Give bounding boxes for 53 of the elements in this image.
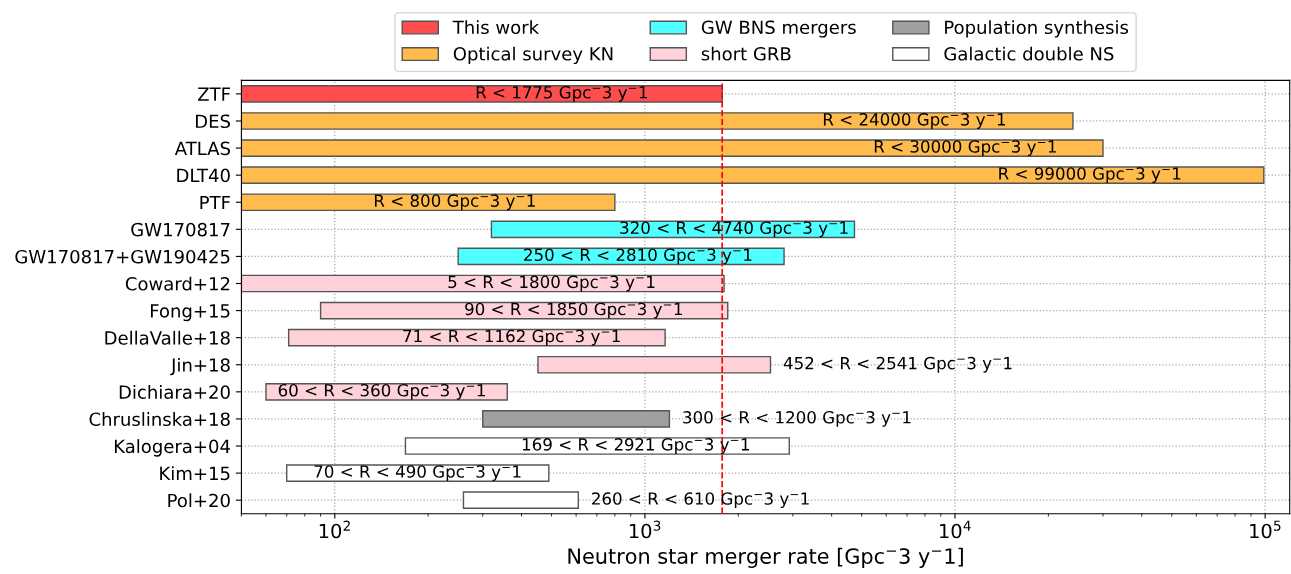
- bar: [462, 491, 580, 510]
- annotation: 300 < R < 1200 Gpc$^{−}$3 y$^{−}$1: [683, 411, 911, 427]
- y-tick-label: GW170817: [131, 222, 230, 237]
- bar: [241, 85, 723, 103]
- y-tick-label: Kalogera+04: [114, 439, 230, 457]
- x-tick-label: 10$^{2}$: [319, 520, 350, 539]
- annotation: 71 < R < 1162 Gpc$^{−}$3 y$^{−}$1: [403, 329, 620, 346]
- annotation: 320 < R < 4740 Gpc$^{−}$3 y$^{−}$1: [620, 221, 848, 238]
- annotation: R < 30000 Gpc$^{−}$3 y$^{−}$1: [874, 140, 1056, 156]
- annotation: 60 < R < 360 Gpc$^{−}$3 y$^{−}$1: [278, 383, 485, 400]
- legend-label: short GRB: [701, 46, 791, 61]
- x-tick-label: 10$^{5}$: [1250, 520, 1281, 539]
- y-tick-label: Coward+12: [125, 276, 230, 291]
- legend-label: Optical survey KN: [453, 46, 613, 65]
- annotation: 452 < R < 2541 Gpc$^{−}$3 y$^{−}$1: [783, 356, 1012, 373]
- x-tick-label: 10$^{4}$: [940, 520, 971, 539]
- annotation: 250 < R < 2810 Gpc$^{−}$3 y$^{−}$1: [524, 248, 752, 265]
- y-tick-label: Pol+20: [168, 493, 230, 508]
- annotation: R < 99000 Gpc$^{−}$3 y$^{−}$1: [999, 167, 1181, 184]
- y-tick-label: PTF: [200, 195, 230, 210]
- y-tick-label: Dichiara+20: [119, 384, 230, 399]
- annotation: 260 < R < 610 Gpc$^{−}$3 y$^{−}$1: [592, 492, 809, 509]
- y-tick-label: Kim+15: [160, 466, 230, 481]
- annotation: 70 < R < 490 Gpc$^{−}$3 y$^{−}$1: [314, 465, 521, 481]
- bar: [241, 139, 1104, 157]
- bar: [404, 437, 790, 455]
- annotation: R < 24000 Gpc$^{−}$3 y$^{−}$1: [823, 113, 1006, 129]
- bar: [537, 355, 772, 374]
- annotation: 5 < R < 1800 Gpc$^{−}$3 y$^{−}$1: [448, 275, 655, 292]
- y-tick-label: Chruslinska+18: [89, 412, 230, 427]
- y-tick-label: ZTF: [198, 87, 230, 101]
- y-tick-label: ATLAS: [174, 141, 230, 156]
- y-tick-label: GW170817+GW190425: [15, 249, 230, 264]
- bar: [241, 274, 725, 293]
- annotation: R < 800 Gpc$^{−}$3 y$^{−}$1: [374, 194, 535, 211]
- bar: [241, 112, 1074, 130]
- x-tick-label: 10$^{3}$: [629, 520, 661, 539]
- y-tick-label: DellaValle+18: [105, 330, 230, 345]
- legend-label: This work: [452, 20, 540, 35]
- x-axis-title: Neutron star merger rate [Gpc$^{−}$3 y$^{−}$1]: [568, 547, 963, 568]
- y-tick-label: DLT40: [177, 168, 230, 183]
- annotation: 169 < R < 2921 Gpc$^{−}$3 y$^{−}$1: [522, 438, 750, 454]
- bar: [286, 464, 550, 482]
- y-tick-label: Fong+15: [150, 304, 230, 322]
- bar: [241, 166, 1265, 184]
- legend-label: Population synthesis: [945, 20, 1129, 38]
- y-tick-label: DES: [196, 114, 230, 129]
- annotation: R < 1775 Gpc$^{−}$3 y$^{−}$1: [476, 85, 647, 102]
- annotation: 90 < R < 1850 Gpc$^{−}$3 y$^{−}$1: [465, 302, 682, 319]
- y-tick-label: Jin+18: [170, 357, 230, 376]
- bar: [241, 193, 616, 212]
- legend-label: Galactic double NS: [944, 46, 1114, 61]
- legend-label: GW BNS mergers: [701, 20, 856, 38]
